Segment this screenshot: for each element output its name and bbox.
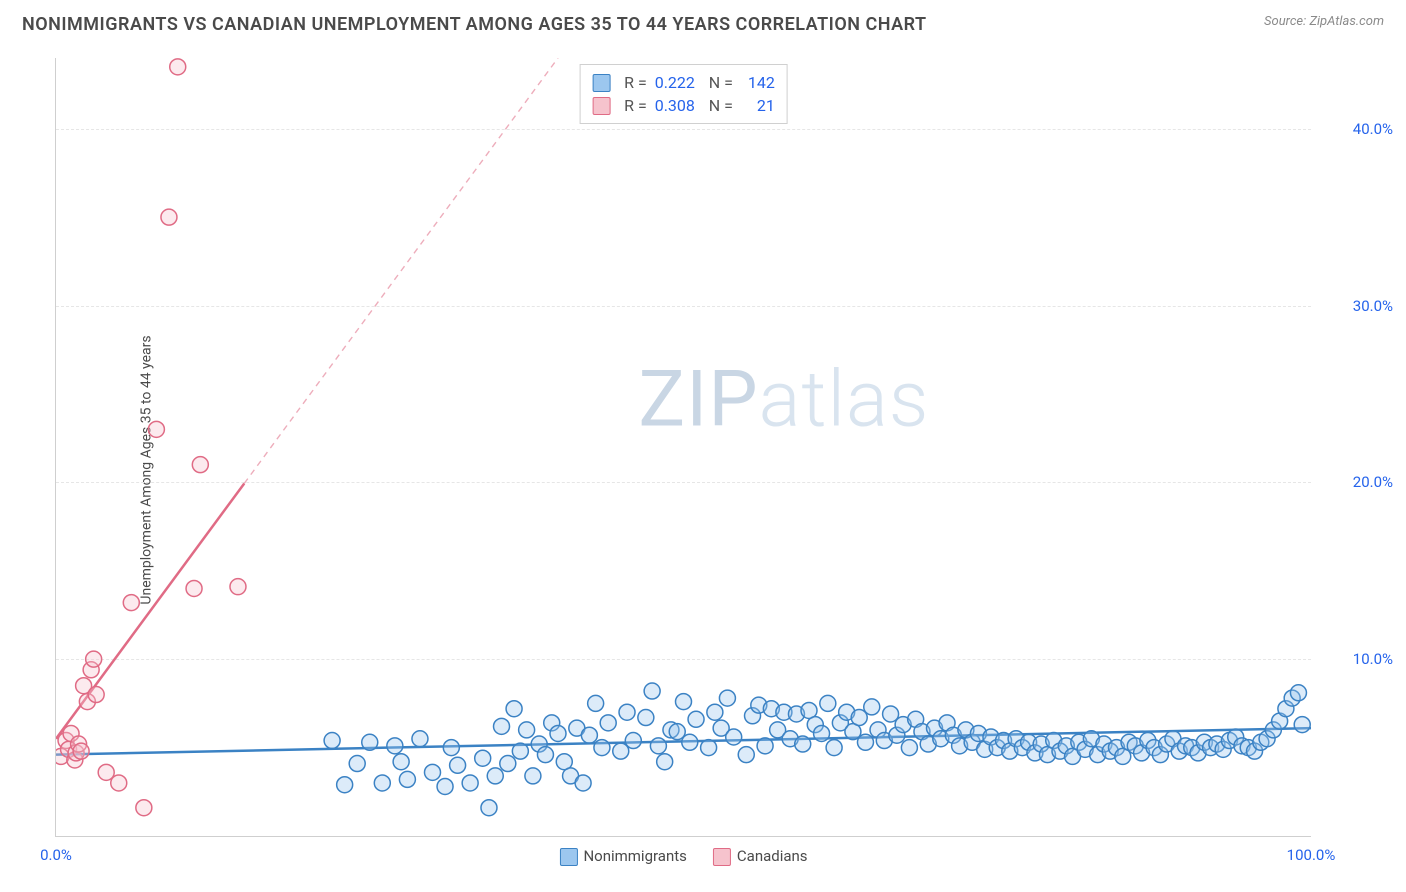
plot-area: ZIPatlas R = 0.222 N = 142 R = 0.308 N =… bbox=[55, 58, 1311, 837]
y-tick-label: 30.0% bbox=[1323, 297, 1393, 315]
legend-item: Canadians bbox=[713, 847, 808, 866]
swatch-icon bbox=[559, 848, 577, 866]
stats-legend-box: R = 0.222 N = 142 R = 0.308 N = 21 bbox=[579, 64, 788, 124]
swatch-icon bbox=[592, 97, 610, 115]
y-tick-label: 40.0% bbox=[1323, 120, 1393, 138]
swatch-icon bbox=[592, 74, 610, 92]
legend-item: Nonimmigrants bbox=[559, 847, 686, 866]
x-tick-label: 100.0% bbox=[1287, 846, 1336, 864]
x-tick-label: 0.0% bbox=[40, 846, 72, 864]
y-tick-label: 20.0% bbox=[1323, 473, 1393, 491]
bottom-legend: Nonimmigrants Canadians bbox=[559, 847, 807, 866]
stats-row: R = 0.222 N = 142 bbox=[592, 71, 775, 94]
chart-svg bbox=[56, 58, 1311, 836]
header: NONIMMIGRANTS VS CANADIAN UNEMPLOYMENT A… bbox=[0, 0, 1406, 41]
swatch-icon bbox=[713, 848, 731, 866]
source-attribution: Source: ZipAtlas.com bbox=[1264, 14, 1384, 29]
chart-title: NONIMMIGRANTS VS CANADIAN UNEMPLOYMENT A… bbox=[22, 14, 927, 35]
chart-container: Unemployment Among Ages 35 to 44 years Z… bbox=[0, 48, 1406, 892]
stats-row: R = 0.308 N = 21 bbox=[592, 94, 775, 117]
y-tick-label: 10.0% bbox=[1323, 650, 1393, 668]
